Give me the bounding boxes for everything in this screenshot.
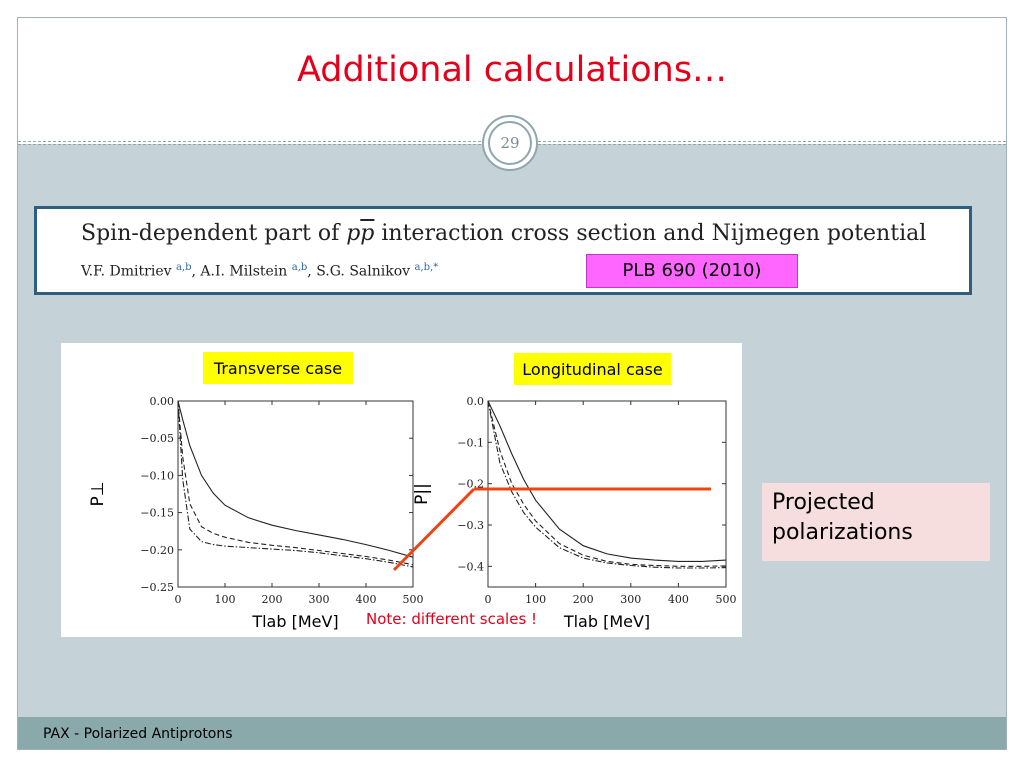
- x-tick-label: 200: [573, 593, 594, 606]
- footer-bar: PAX - Polarized Antiprotons: [18, 717, 1006, 749]
- chart-title: Transverse case: [213, 359, 342, 378]
- x-axis-label: Tlab [MeV]: [251, 612, 338, 631]
- callout-line-1: Projected: [772, 490, 875, 515]
- page-number: 29: [488, 121, 532, 165]
- series-line-solid: [487, 400, 727, 562]
- y-tick-label: −0.25: [140, 581, 174, 594]
- y-tick-label: −0.4: [457, 560, 484, 573]
- y-tick-label: 0.00: [150, 395, 175, 408]
- polarization-figure: 0 100 200 300 400 500 0.00 −0.05 −0.10 −0.15 −0.20…: [61, 343, 742, 637]
- y-tick-label: −0.05: [140, 432, 174, 445]
- x-tick-label: 400: [356, 593, 377, 606]
- chart-longitudinal: 0 100 200 300 400 500 0.0 −0.1 −0.2 −0.3 −0.4 Longi…: [412, 353, 737, 631]
- series-line-dashed: [487, 400, 727, 567]
- x-tick-label: 200: [262, 593, 283, 606]
- x-tick-label: 300: [309, 593, 330, 606]
- paper-title-symbol: p: [346, 221, 361, 246]
- paper-title: Spin-dependent part of pp interaction cr…: [81, 221, 926, 246]
- author-name: S.G. Salnikov: [316, 263, 411, 280]
- footer-text: PAX - Polarized Antiprotons: [43, 726, 233, 742]
- author-name: A.I. Milstein: [200, 263, 288, 280]
- paper-authors: V.F. Dmitriev a,b, A.I. Milstein a,b, S.…: [81, 262, 439, 280]
- connector-line-diagonal: [392, 487, 476, 572]
- y-tick-label: −0.10: [140, 469, 174, 482]
- author-affiliation: a,b: [291, 262, 308, 273]
- chart-transverse: 0 100 200 300 400 500 0.00 −0.05 −0.10 −0.15 −0.20…: [88, 352, 424, 631]
- y-tick-label: −0.20: [140, 544, 174, 557]
- paper-title-symbol-bar: p: [360, 221, 375, 246]
- journal-reference-label: PLB 690 (2010): [586, 254, 798, 288]
- x-tick-label: 100: [525, 593, 546, 606]
- callout-line-2: polarizations: [772, 520, 913, 545]
- plot-frame: [177, 400, 414, 588]
- y-tick-label: −0.15: [140, 507, 174, 520]
- page-number-badge: 29: [482, 115, 538, 171]
- x-tick-label: 300: [620, 593, 641, 606]
- x-tick-label: 0: [485, 593, 492, 606]
- x-tick-label: 100: [215, 593, 236, 606]
- y-tick-label: −0.1: [457, 436, 484, 449]
- y-tick-label: −0.3: [457, 519, 484, 532]
- scale-note: Note: different scales !: [366, 610, 537, 628]
- x-tick-label: 500: [716, 593, 737, 606]
- plot-frame: [487, 400, 727, 588]
- chart-title-highlight: [514, 353, 671, 385]
- series-line-solid: [177, 400, 414, 558]
- y-axis-label: P||: [412, 483, 432, 505]
- paper-title-suffix: interaction cross section and Nijmegen p…: [374, 221, 927, 246]
- x-tick-label: 400: [668, 593, 689, 606]
- slide-title: Additional calculations…: [296, 50, 728, 90]
- author-affiliation: a,b,*: [414, 262, 439, 273]
- x-tick-label: 500: [403, 593, 424, 606]
- y-tick-label: 0.0: [467, 395, 485, 408]
- polarization-charts-svg: 0 100 200 300 400 5000.00−0.05−0.10−0.15−0.20…: [88, 352, 737, 631]
- chart-title: Longitudinal case: [522, 360, 662, 379]
- series-line-dashdot: [177, 400, 414, 568]
- slide: Additional calculations… 29 Spin-depende…: [17, 17, 1007, 750]
- series-line-dashdot: [487, 400, 727, 569]
- paper-title-prefix: Spin-dependent part of: [81, 221, 347, 246]
- y-tick-label: −0.2: [457, 478, 484, 491]
- projected-polarizations-callout: Projected polarizations: [762, 483, 990, 561]
- x-axis-label: Tlab [MeV]: [563, 612, 650, 631]
- x-tick-label: 0: [175, 593, 182, 606]
- paper-citation-box: Spin-dependent part of pp interaction cr…: [34, 206, 972, 295]
- y-axis-label: P⊥: [88, 481, 108, 506]
- author-affiliation: a,b: [175, 262, 192, 273]
- chart-title-highlight: [203, 352, 353, 384]
- series-line-dashed: [177, 400, 414, 566]
- author-name: V.F. Dmitriev: [81, 263, 172, 280]
